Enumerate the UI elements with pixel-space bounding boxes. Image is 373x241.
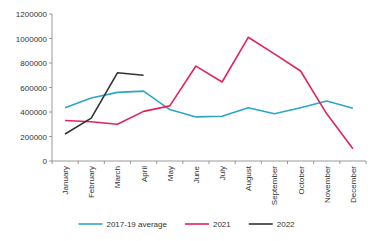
y-tick [49,14,52,15]
y-tick-label: 400000 [20,108,47,117]
x-tick [235,161,236,164]
x-tick [104,161,105,164]
legend-swatch [249,223,273,225]
y-tick-label: 1200000 [16,10,48,19]
y-tick [49,87,52,88]
x-tick [366,161,367,164]
legend-label: 2017-19 average [106,220,167,229]
x-tick-label: August [244,165,253,191]
y-tick [49,136,52,137]
x-tick-label: November [323,166,332,203]
x-tick [261,161,262,164]
x-tick-label: July [218,166,227,180]
x-tick [313,161,314,164]
x-tick [156,161,157,164]
plot-area [65,37,353,148]
y-tick [49,112,52,113]
x-tick-label: October [297,166,306,195]
x-tick [287,161,288,164]
x-tick-label: March [113,166,122,188]
x-tick-label: February [87,166,96,198]
x-tick-label: May [166,166,175,181]
y-tick-label: 200000 [20,133,47,142]
y-tick-label: 1000000 [16,35,48,44]
x-tick-label: December [349,166,358,203]
series-line [65,37,353,148]
y-tick-label: 800000 [20,59,47,68]
series-line [65,73,144,134]
y-tick [49,63,52,64]
series-line [65,91,353,117]
x-tick [130,161,131,164]
y-tick-label: 0 [43,157,48,166]
y-tick-label: 600000 [20,84,47,93]
x-tick-label: September [270,166,279,205]
legend-label: 2022 [277,220,295,229]
x-tick [52,161,53,164]
x-tick-label: January [61,166,70,194]
x-tick [209,161,210,164]
y-tick [49,161,52,162]
chart: 0 200000 400000 600000 800000 1000000 1200000 J… [0,0,373,241]
legend-label: 2021 [213,220,231,229]
legend: 2017-19 average 2021 2022 [78,220,295,229]
x-tick [182,161,183,164]
y-tick [49,38,52,39]
x-tick [339,161,340,164]
legend-swatch [78,223,102,225]
x-tick-label: June [192,165,201,183]
legend-swatch [185,223,209,225]
x-tick [78,161,79,164]
x-tick-label: April [140,166,149,182]
